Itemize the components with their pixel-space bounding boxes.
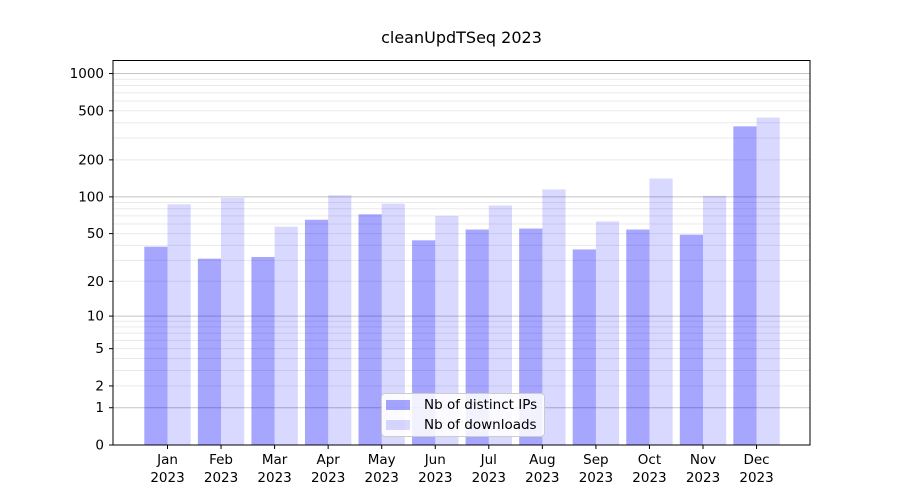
x-tick-label-month: Jan bbox=[156, 452, 178, 468]
legend-swatch-distinct-ips bbox=[386, 400, 410, 410]
x-tick-label-month: Oct bbox=[638, 452, 661, 468]
legend: Nb of distinct IPs Nb of downloads bbox=[381, 393, 545, 437]
y-tick-label: 20 bbox=[87, 274, 104, 290]
x-tick-label-year: 2023 bbox=[632, 470, 666, 486]
bar-downloads bbox=[167, 204, 191, 445]
x-tick-label-month: Feb bbox=[209, 452, 233, 468]
x-tick-label-year: 2023 bbox=[472, 470, 506, 486]
x-tick-label-year: 2023 bbox=[525, 470, 559, 486]
bar-downloads bbox=[435, 215, 459, 445]
x-tick-label-month: Dec bbox=[743, 452, 769, 468]
bar-distinct-ips bbox=[251, 257, 275, 445]
bar-distinct-ips bbox=[358, 214, 382, 445]
bar-distinct-ips bbox=[304, 219, 329, 445]
bar-downloads bbox=[703, 195, 727, 445]
y-tick-label: 10 bbox=[87, 309, 104, 325]
x-tick-label-month: Jul bbox=[480, 452, 497, 468]
bar-distinct-ips bbox=[519, 228, 543, 445]
x-tick-label-month: May bbox=[368, 452, 396, 468]
x-tick-label-year: 2023 bbox=[150, 470, 184, 486]
y-tick-label: 500 bbox=[78, 103, 104, 119]
plot-border bbox=[112, 60, 811, 446]
bar-distinct-ips bbox=[626, 229, 650, 445]
x-tick-label-month: Apr bbox=[316, 452, 340, 468]
x-tick-label-year: 2023 bbox=[204, 470, 238, 486]
y-tick-label: 5 bbox=[95, 341, 104, 357]
bar-downloads bbox=[274, 226, 298, 445]
x-tick-label-month: Jun bbox=[424, 452, 446, 468]
y-tick-label: 2 bbox=[95, 378, 104, 394]
bar-downloads bbox=[328, 195, 352, 445]
bar-downloads bbox=[595, 221, 620, 445]
x-tick-label-year: 2023 bbox=[311, 470, 345, 486]
bar-distinct-ips bbox=[733, 126, 757, 445]
chart-title: cleanUpdTSeq 2023 bbox=[381, 28, 542, 47]
legend-label-downloads: Nb of downloads bbox=[424, 417, 537, 433]
bar-downloads bbox=[542, 189, 566, 445]
x-tick-label-month: Sep bbox=[583, 452, 608, 468]
bar-distinct-ips bbox=[144, 246, 168, 445]
y-tick-label: 200 bbox=[78, 152, 104, 168]
x-tick-label-month: Nov bbox=[690, 452, 716, 468]
legend-label-distinct-ips: Nb of distinct IPs bbox=[424, 397, 538, 413]
legend-item-distinct-ips: Nb of distinct IPs bbox=[386, 397, 538, 413]
bar-downloads bbox=[756, 117, 780, 445]
y-tick-label: 50 bbox=[87, 226, 104, 242]
x-tick-label-year: 2023 bbox=[739, 470, 773, 486]
x-tick-label-year: 2023 bbox=[418, 470, 452, 486]
bar-distinct-ips bbox=[465, 229, 489, 445]
x-tick-label-year: 2023 bbox=[257, 470, 291, 486]
bar-downloads bbox=[221, 197, 245, 445]
bar-downloads bbox=[649, 178, 673, 446]
bar-distinct-ips bbox=[679, 234, 703, 445]
x-tick-label-month: Mar bbox=[262, 452, 288, 468]
y-tick-label: 0 bbox=[95, 438, 104, 454]
x-tick-label-month: Aug bbox=[529, 452, 555, 468]
bar-downloads bbox=[488, 205, 512, 445]
legend-swatch-downloads bbox=[386, 420, 410, 430]
y-tick-label: 100 bbox=[78, 189, 104, 205]
bar-distinct-ips bbox=[197, 258, 222, 445]
legend-item-downloads: Nb of downloads bbox=[386, 417, 537, 433]
x-tick-label-year: 2023 bbox=[579, 470, 613, 486]
bar-distinct-ips bbox=[572, 249, 596, 445]
y-tick-label: 1000 bbox=[70, 66, 104, 82]
bar-downloads bbox=[381, 203, 405, 445]
x-tick-label-year: 2023 bbox=[686, 470, 720, 486]
x-tick-label-year: 2023 bbox=[365, 470, 399, 486]
y-tick-label: 1 bbox=[95, 400, 104, 416]
